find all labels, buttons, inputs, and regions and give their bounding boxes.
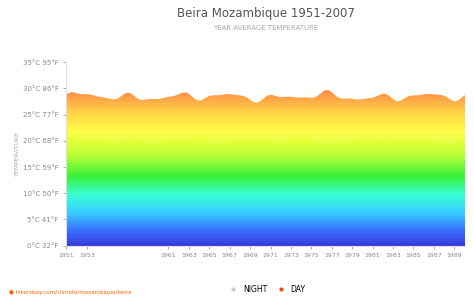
Text: YEAR AVERAGE TEMPERATURE: YEAR AVERAGE TEMPERATURE	[213, 25, 318, 31]
Text: Beira Mozambique 1951-2007: Beira Mozambique 1951-2007	[176, 7, 355, 20]
Text: ● hikersbay.com/climate/mozambique/beira: ● hikersbay.com/climate/mozambique/beira	[9, 289, 132, 295]
Y-axis label: TEMPERATURE: TEMPERATURE	[15, 131, 20, 176]
Legend: NIGHT, DAY: NIGHT, DAY	[222, 282, 309, 296]
